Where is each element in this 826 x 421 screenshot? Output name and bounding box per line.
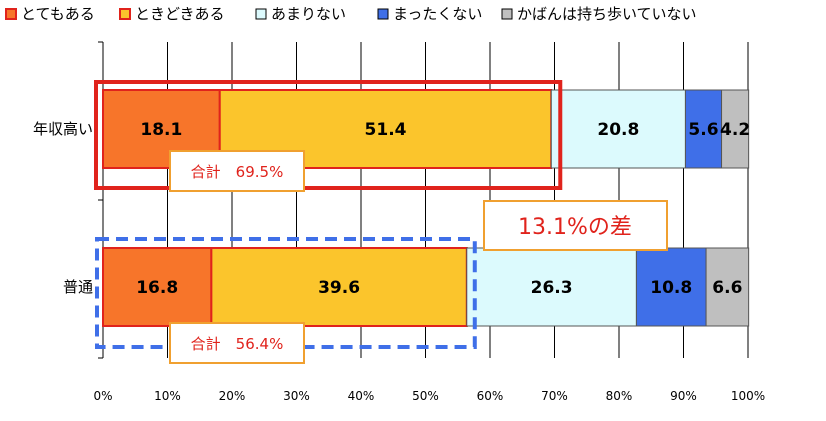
legend-label: とてもある	[21, 5, 95, 23]
x-tick-label: 30%	[283, 389, 310, 403]
legend-swatch	[377, 8, 389, 20]
x-tick-label: 20%	[219, 389, 246, 403]
legend-swatch	[255, 8, 267, 20]
bar-segment	[466, 247, 637, 327]
total-label-normal: 合計 56.4%	[191, 335, 284, 353]
difference-label: 13.1%の差	[518, 215, 632, 240]
total-label-high: 合計 69.5%	[191, 163, 284, 181]
x-tick-label: 0%	[93, 389, 112, 403]
bar-segment	[210, 247, 468, 327]
legend-label: かばんは持ち歩いていない	[517, 5, 697, 23]
category-label: 年収高い	[33, 120, 93, 138]
legend-label: あまりない	[271, 5, 346, 23]
bar-segment	[102, 247, 213, 327]
difference-box	[483, 200, 668, 251]
category-label: 普通	[63, 278, 93, 296]
x-tick-label: 60%	[477, 389, 504, 403]
legend-label: ときどきある	[135, 5, 225, 23]
bar-segment	[721, 89, 750, 169]
legend-swatch	[501, 8, 513, 20]
highlight-box-high	[94, 80, 563, 190]
data-label: 4.2	[720, 120, 750, 140]
legend-label: まったくない	[393, 5, 482, 23]
data-label: 6.6	[712, 278, 742, 298]
bar-segment	[705, 247, 750, 327]
legend-swatch	[119, 8, 131, 20]
data-label: 10.8	[650, 278, 692, 298]
bar-segment	[635, 247, 707, 327]
total-box-high	[169, 150, 305, 192]
data-label: 16.8	[136, 278, 178, 298]
x-tick-label: 90%	[670, 389, 697, 403]
data-label: 51.4	[365, 120, 407, 140]
x-tick-label: 100%	[731, 389, 765, 403]
data-label: 5.6	[688, 120, 718, 140]
data-label: 39.6	[318, 278, 360, 298]
data-label: 20.8	[597, 120, 639, 140]
x-axis-ticks: 0% 10% 20% 30% 40% 50% 60% 70% 80% 90% 100%	[93, 389, 765, 403]
data-label: 26.3	[531, 278, 573, 298]
legend: とてもある ときどきある あまりない まったくない かばんは持ち歩いていない	[5, 5, 697, 23]
x-tick-label: 40%	[348, 389, 375, 403]
legend-swatch	[5, 8, 17, 20]
x-tick-label: 50%	[412, 389, 439, 403]
total-box-normal	[169, 322, 305, 364]
x-tick-label: 10%	[154, 389, 181, 403]
annotations: 合計 69.5% 合計 56.4% 13.1%の差	[94, 80, 668, 364]
data-label: 18.1	[140, 120, 182, 140]
x-tick-label: 70%	[541, 389, 568, 403]
x-tick-label: 80%	[606, 389, 633, 403]
